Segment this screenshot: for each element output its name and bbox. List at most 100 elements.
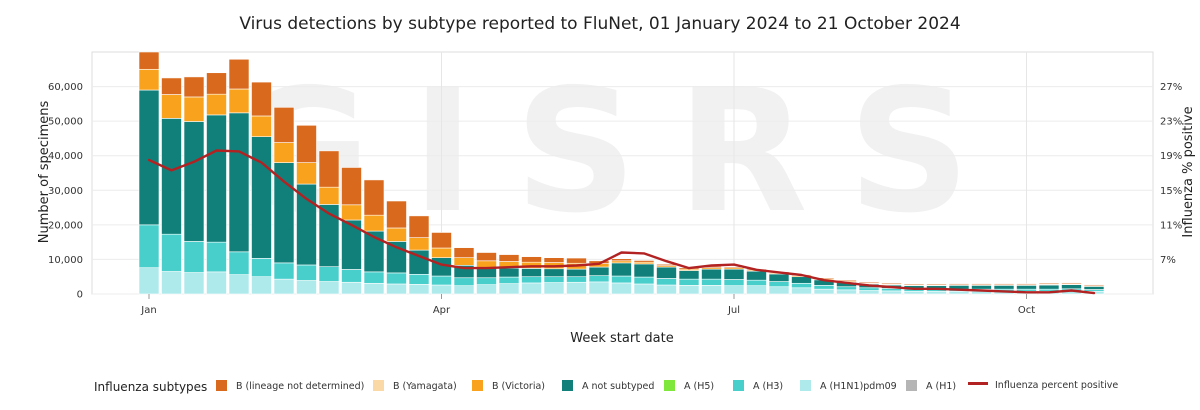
legend-item-a-h5[interactable]: A (H5) xyxy=(664,380,714,392)
legend-item-b-victoria[interactable]: B (Victoria) xyxy=(472,380,545,392)
y2-tick-label: 15% xyxy=(1160,186,1182,197)
legend-swatch xyxy=(733,380,744,391)
legend-swatch xyxy=(216,380,227,391)
bar-segment xyxy=(408,237,430,251)
bar-segment xyxy=(813,285,835,290)
legend-label: A (H1N1)pdm09 xyxy=(820,381,897,392)
bar-segment xyxy=(138,51,160,70)
bar-segment xyxy=(836,289,857,295)
bar-segment xyxy=(476,252,497,262)
y2-tick-label: 11% xyxy=(1160,220,1182,231)
bar-segment xyxy=(521,282,542,295)
bar-segment xyxy=(521,256,542,263)
bar-segment xyxy=(341,281,362,295)
bar-segment xyxy=(791,282,812,289)
bar-segment xyxy=(701,268,722,280)
bar-segment xyxy=(633,276,655,285)
bar-segment xyxy=(273,162,295,264)
bar-segment xyxy=(723,268,745,280)
bar-segment xyxy=(318,281,340,295)
bar-segment xyxy=(363,214,385,232)
bar-segment xyxy=(161,118,182,235)
bar-segment xyxy=(566,276,587,283)
bar-segment xyxy=(768,286,790,295)
bar-segment xyxy=(161,77,182,95)
bar-segment xyxy=(408,273,430,285)
bar-segment xyxy=(386,200,407,229)
chart-title: Virus detections by subtype reported to … xyxy=(239,14,961,34)
bar-segment xyxy=(656,284,677,295)
bar-segment xyxy=(183,121,205,242)
legend: Influenza subtypes B (lineage not determ… xyxy=(0,374,1200,402)
bar-segment xyxy=(633,263,655,278)
bar-segment xyxy=(926,290,947,295)
bar-segment xyxy=(611,260,632,264)
bar-segment xyxy=(813,288,835,295)
bar-segment xyxy=(858,287,880,291)
bar-segment xyxy=(296,124,317,163)
x-tick-label: Apr xyxy=(433,305,451,316)
bar-segment xyxy=(543,268,565,278)
legend-item-percent-positive[interactable]: Influenza percent positive xyxy=(968,380,1118,391)
legend-item-a-not-subtyped[interactable]: A not subtyped xyxy=(562,380,654,392)
bar-segment xyxy=(206,72,227,95)
bar-segment xyxy=(341,204,362,221)
bar-segment xyxy=(498,254,520,262)
bar-segment xyxy=(296,264,317,281)
x-tick-label: Jul xyxy=(727,305,740,316)
x-tick-label: Jan xyxy=(140,305,156,316)
legend-swatch xyxy=(373,380,384,391)
bar-segment xyxy=(183,76,205,98)
bar-segment xyxy=(881,290,902,295)
legend-label: B (lineage not determined) xyxy=(236,381,365,392)
bar-segment xyxy=(1083,286,1105,290)
bar-segment xyxy=(611,275,632,284)
bar-segment xyxy=(251,276,272,295)
bar-segment xyxy=(296,162,317,185)
bar-segment xyxy=(363,282,385,295)
legend-item-a-h3[interactable]: A (H3) xyxy=(733,380,783,392)
legend-item-a-h1[interactable]: A (H1) xyxy=(906,380,956,392)
bar-segment xyxy=(476,277,497,285)
flunet-chart: GISRS 010,00020,00030,00040,00050,00060,… xyxy=(37,51,1196,346)
bar-segment xyxy=(318,186,340,205)
legend-swatch xyxy=(562,380,573,391)
bar-segment xyxy=(656,278,677,286)
bar-segment xyxy=(971,285,992,290)
bar-segment xyxy=(386,283,407,295)
bar-segment xyxy=(566,268,587,278)
y-tick-label: 30,000 xyxy=(48,186,83,197)
legend-title: Influenza subtypes xyxy=(94,380,208,394)
bar-segment xyxy=(746,279,767,287)
legend-label: A (H3) xyxy=(753,381,784,392)
bar-segment xyxy=(453,257,475,266)
legend-item-b-yamagata[interactable]: B (Yamagata) xyxy=(373,380,457,392)
y2-axis-label: Influenza % positive xyxy=(1181,106,1196,237)
bar-segment xyxy=(273,262,295,280)
bar-segment xyxy=(363,271,385,284)
bar-segment xyxy=(431,232,452,249)
bar-segment xyxy=(521,268,542,278)
bar-segment xyxy=(723,279,745,287)
bar-segment xyxy=(1038,284,1060,290)
legend-label: B (Yamagata) xyxy=(393,381,457,392)
y2-tick-label: 7% xyxy=(1160,255,1176,266)
y-tick-label: 40,000 xyxy=(48,151,83,162)
axes: 0 10,000 20,000 30,000 40,000 50,000 60,000 7% 1… xyxy=(48,82,1182,316)
bar-segment xyxy=(948,290,970,295)
bar-segment xyxy=(836,286,857,291)
bar-segment xyxy=(971,283,992,285)
bar-segment xyxy=(476,284,497,295)
bar-segment xyxy=(701,285,722,295)
bar-segment xyxy=(926,283,947,286)
legend-item-a-h1n1pdm09[interactable]: A (H1N1)pdm09 xyxy=(800,380,897,392)
bar-segment xyxy=(566,257,587,264)
legend-item-b-lineage-nd[interactable]: B (lineage not determined) xyxy=(216,380,364,392)
bar-segment xyxy=(453,247,475,258)
bar-segment xyxy=(318,266,340,282)
bar-segment xyxy=(183,241,205,273)
bar-segment xyxy=(543,276,565,283)
legend-label: Influenza percent positive xyxy=(995,380,1119,391)
bar-segment xyxy=(611,258,632,262)
bar-segment xyxy=(543,282,565,295)
